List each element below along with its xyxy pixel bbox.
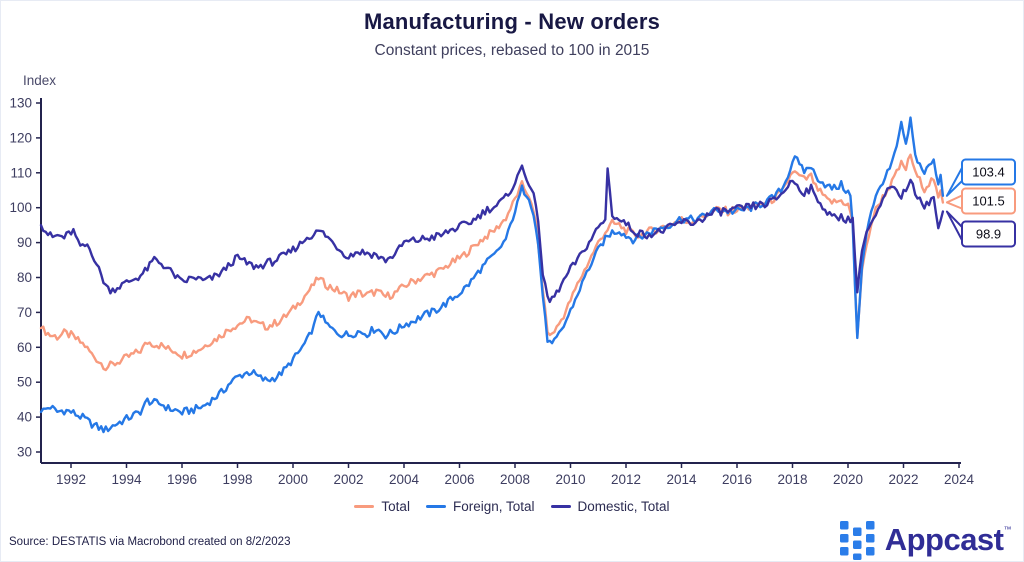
logo-square <box>839 547 849 556</box>
y-tick-label: 90 <box>17 235 32 250</box>
x-tick-label: 2014 <box>666 472 697 487</box>
y-tick-label: 120 <box>9 130 32 145</box>
end-label-tail-domestic-total <box>945 210 964 243</box>
y-tick-label: 110 <box>10 165 32 180</box>
end-label-box-domestic-total <box>961 220 1016 248</box>
x-tick-label: 2002 <box>333 472 363 487</box>
x-tick-label: 1994 <box>111 472 142 487</box>
x-tick-label: 2006 <box>444 472 474 487</box>
x-tick-label: 1998 <box>222 472 252 487</box>
x-tick-label: 2022 <box>888 472 918 487</box>
appcast-wordmark: Appcast™ <box>884 521 1012 557</box>
logo-square <box>852 527 862 536</box>
logo-square <box>865 521 875 530</box>
chart-legend: Total Foreign, Total Domestic, Total <box>1 499 1023 514</box>
end-label-box-total <box>961 187 1016 215</box>
x-tick-label: 2008 <box>500 472 530 487</box>
x-tick-label: 2016 <box>722 472 752 487</box>
trademark-symbol: ™ <box>1003 524 1012 534</box>
end-label-value-foreign-total: 103.4 <box>972 165 1005 180</box>
series-line-total <box>39 153 945 372</box>
end-label-tail-total <box>945 194 964 210</box>
x-tick-label: 2012 <box>611 472 641 487</box>
y-tick-label: 70 <box>17 305 32 320</box>
logo-square <box>865 534 875 543</box>
x-tick-label: 2004 <box>389 472 420 487</box>
legend-label-foreign-total: Foreign, Total <box>452 499 535 514</box>
legend-item-total: Total <box>354 499 410 514</box>
legend-swatch-domestic-total <box>550 504 571 509</box>
logo-square <box>852 553 862 560</box>
logo-square <box>839 534 849 543</box>
page-subtitle: Constant prices, rebased to 100 in 2015 <box>374 42 650 59</box>
appcast-logo-icon <box>839 521 875 560</box>
y-tick-label: 60 <box>17 340 32 355</box>
legend-item-foreign-total: Foreign, Total <box>425 499 535 514</box>
logo-square <box>852 540 862 549</box>
logo-square <box>865 547 875 556</box>
legend-item-domestic-total: Domestic, Total <box>550 499 670 514</box>
x-tick-label: 2020 <box>833 472 863 487</box>
series-line-domestic-total <box>39 164 945 304</box>
series-line-foreign-total <box>39 116 945 434</box>
legend-label-domestic-total: Domestic, Total <box>577 499 670 514</box>
x-tick-label: 2018 <box>777 472 807 487</box>
end-label-value-domestic-total: 98.9 <box>976 227 1001 242</box>
x-tick-label: 2024 <box>944 472 975 487</box>
x-tick-label: 1992 <box>56 472 86 487</box>
page-title: Manufacturing - New orders <box>363 9 661 34</box>
y-tick-label: 40 <box>17 410 32 425</box>
x-tick-label: 2010 <box>555 472 585 487</box>
y-tick-label: 80 <box>17 270 32 285</box>
y-axis-title: Index <box>23 73 57 88</box>
y-tick-label: 130 <box>9 96 32 111</box>
end-label-box-foreign-total <box>961 158 1016 186</box>
y-tick-label: 100 <box>9 200 32 215</box>
legend-swatch-total <box>354 504 375 509</box>
logo-square <box>839 521 849 530</box>
y-tick-label: 50 <box>17 375 32 390</box>
x-tick-label: 2000 <box>278 472 308 487</box>
legend-label-total: Total <box>381 499 410 514</box>
legend-swatch-foreign-total <box>425 504 446 509</box>
end-label-tail-foreign-total <box>945 165 964 197</box>
source-note: Source: DESTATIS via Macrobond created o… <box>9 536 291 548</box>
appcast-logo: Appcast™ <box>839 518 1012 560</box>
y-tick-label: 30 <box>17 445 32 460</box>
end-label-value-total: 101.5 <box>972 194 1005 209</box>
x-tick-label: 1996 <box>167 472 197 487</box>
